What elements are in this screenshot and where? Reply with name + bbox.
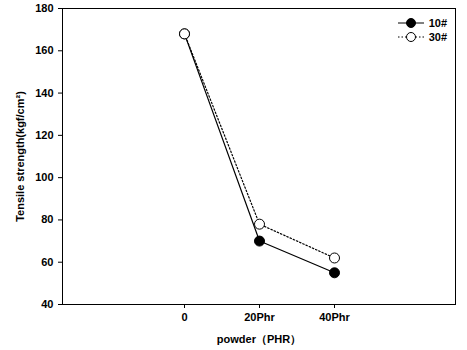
svg-text:160: 160 — [35, 44, 53, 56]
svg-text:0: 0 — [181, 311, 187, 323]
svg-text:40: 40 — [41, 298, 53, 310]
html-text:10#: 10# — [428, 17, 447, 29]
svg-text:60: 60 — [41, 256, 53, 268]
svg-text:powder（PHR）: powder（PHR） — [217, 333, 301, 346]
html-text:30#: 30# — [428, 31, 447, 43]
svg-text:40Phr: 40Phr — [319, 311, 350, 323]
svg-text:180: 180 — [35, 2, 53, 14]
svg-text:Tensile strength(kgf/cm²): Tensile strength(kgf/cm²) — [14, 91, 26, 222]
svg-text:20Phr: 20Phr — [244, 311, 275, 323]
svg-text:80: 80 — [41, 213, 53, 225]
svg-text:120: 120 — [35, 129, 53, 141]
svg-text:100: 100 — [35, 171, 53, 183]
svg-text:140: 140 — [35, 87, 53, 99]
